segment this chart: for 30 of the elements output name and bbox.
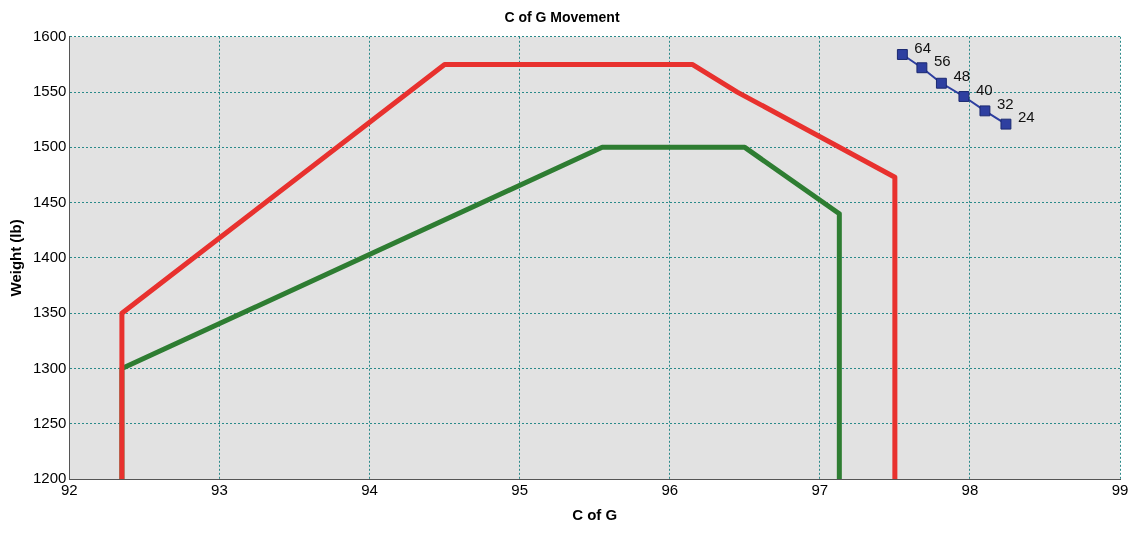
point — [1000, 118, 1012, 130]
annotation: 24 — [1017, 108, 1035, 126]
point — [916, 62, 928, 74]
point — [896, 49, 908, 60]
point — [979, 105, 991, 117]
x-tick-label: 99 — [1111, 481, 1129, 499]
annotation: 56 — [933, 51, 951, 69]
y-tick-label: 1300 — [32, 358, 67, 376]
annotation: 32 — [996, 95, 1014, 113]
x-tick-label: 95 — [511, 481, 528, 499]
y-tick-label: 1550 — [32, 82, 67, 100]
y-tick-label: 1500 — [32, 137, 67, 155]
x-tick-label: 98 — [961, 481, 979, 499]
annotation: 48 — [953, 67, 971, 85]
x-axis-title: C of G — [572, 506, 618, 524]
y-tick-label: 1600 — [32, 26, 67, 44]
annotation: 64 — [914, 38, 932, 56]
x-tick-label: 96 — [661, 481, 679, 499]
y-axis-title: Weight (lb) — [7, 219, 25, 297]
annotation: 40 — [975, 80, 993, 98]
y-tick-label: 1450 — [32, 192, 67, 210]
x-tick-label: 94 — [361, 481, 378, 499]
y-tick-label: 1400 — [32, 248, 67, 266]
point — [958, 91, 970, 102]
x-tick-label: 97 — [811, 481, 829, 499]
x-tick-label: 93 — [211, 481, 228, 499]
point — [935, 77, 947, 89]
chart-title: C of G Movement — [504, 9, 620, 26]
y-tick-label: 1250 — [32, 413, 67, 431]
y-tick-label: 1350 — [32, 303, 67, 321]
